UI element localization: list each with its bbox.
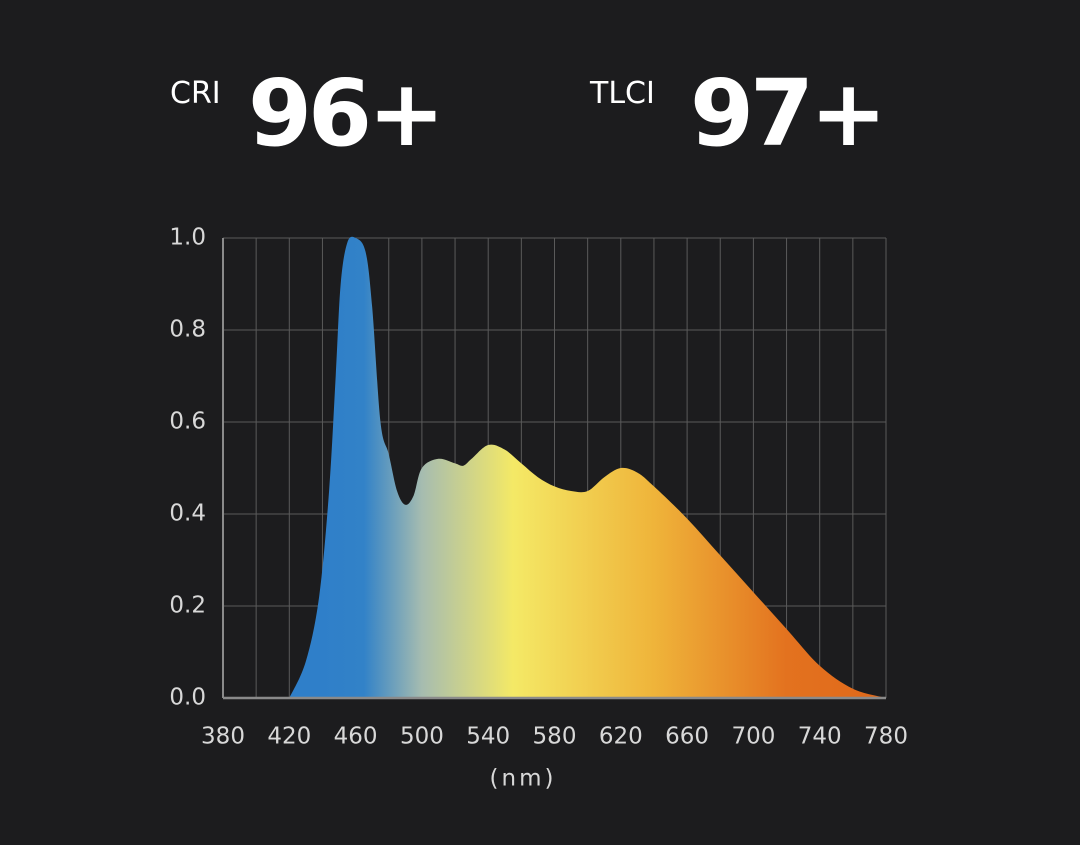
x-axis-label: (nm) <box>490 766 557 792</box>
y-tick-label: 0.8 <box>169 317 206 343</box>
x-tick-label: 540 <box>466 724 510 750</box>
x-tick-label: 420 <box>267 724 311 750</box>
y-tick-label: 0.0 <box>169 685 206 711</box>
metric-label: TLCI <box>589 76 655 111</box>
x-tick-label: 660 <box>665 724 709 750</box>
x-tick-label: 460 <box>334 724 378 750</box>
x-tick-label: 780 <box>864 724 908 750</box>
y-tick-label: 0.4 <box>169 501 206 527</box>
metric-label: CRI <box>170 76 221 111</box>
y-tick-label: 1.0 <box>169 225 206 251</box>
x-tick-label: 580 <box>533 724 577 750</box>
metric-value: 97+ <box>690 60 883 167</box>
y-tick-label: 0.6 <box>169 409 206 435</box>
spectrum-area <box>289 236 886 698</box>
x-tick-label: 620 <box>599 724 643 750</box>
y-tick-label: 0.2 <box>169 593 206 619</box>
metric-value: 96+ <box>248 60 441 167</box>
x-tick-label: 740 <box>798 724 842 750</box>
x-tick-label: 500 <box>400 724 444 750</box>
x-tick-label: 380 <box>201 724 245 750</box>
x-tick-label: 700 <box>731 724 775 750</box>
